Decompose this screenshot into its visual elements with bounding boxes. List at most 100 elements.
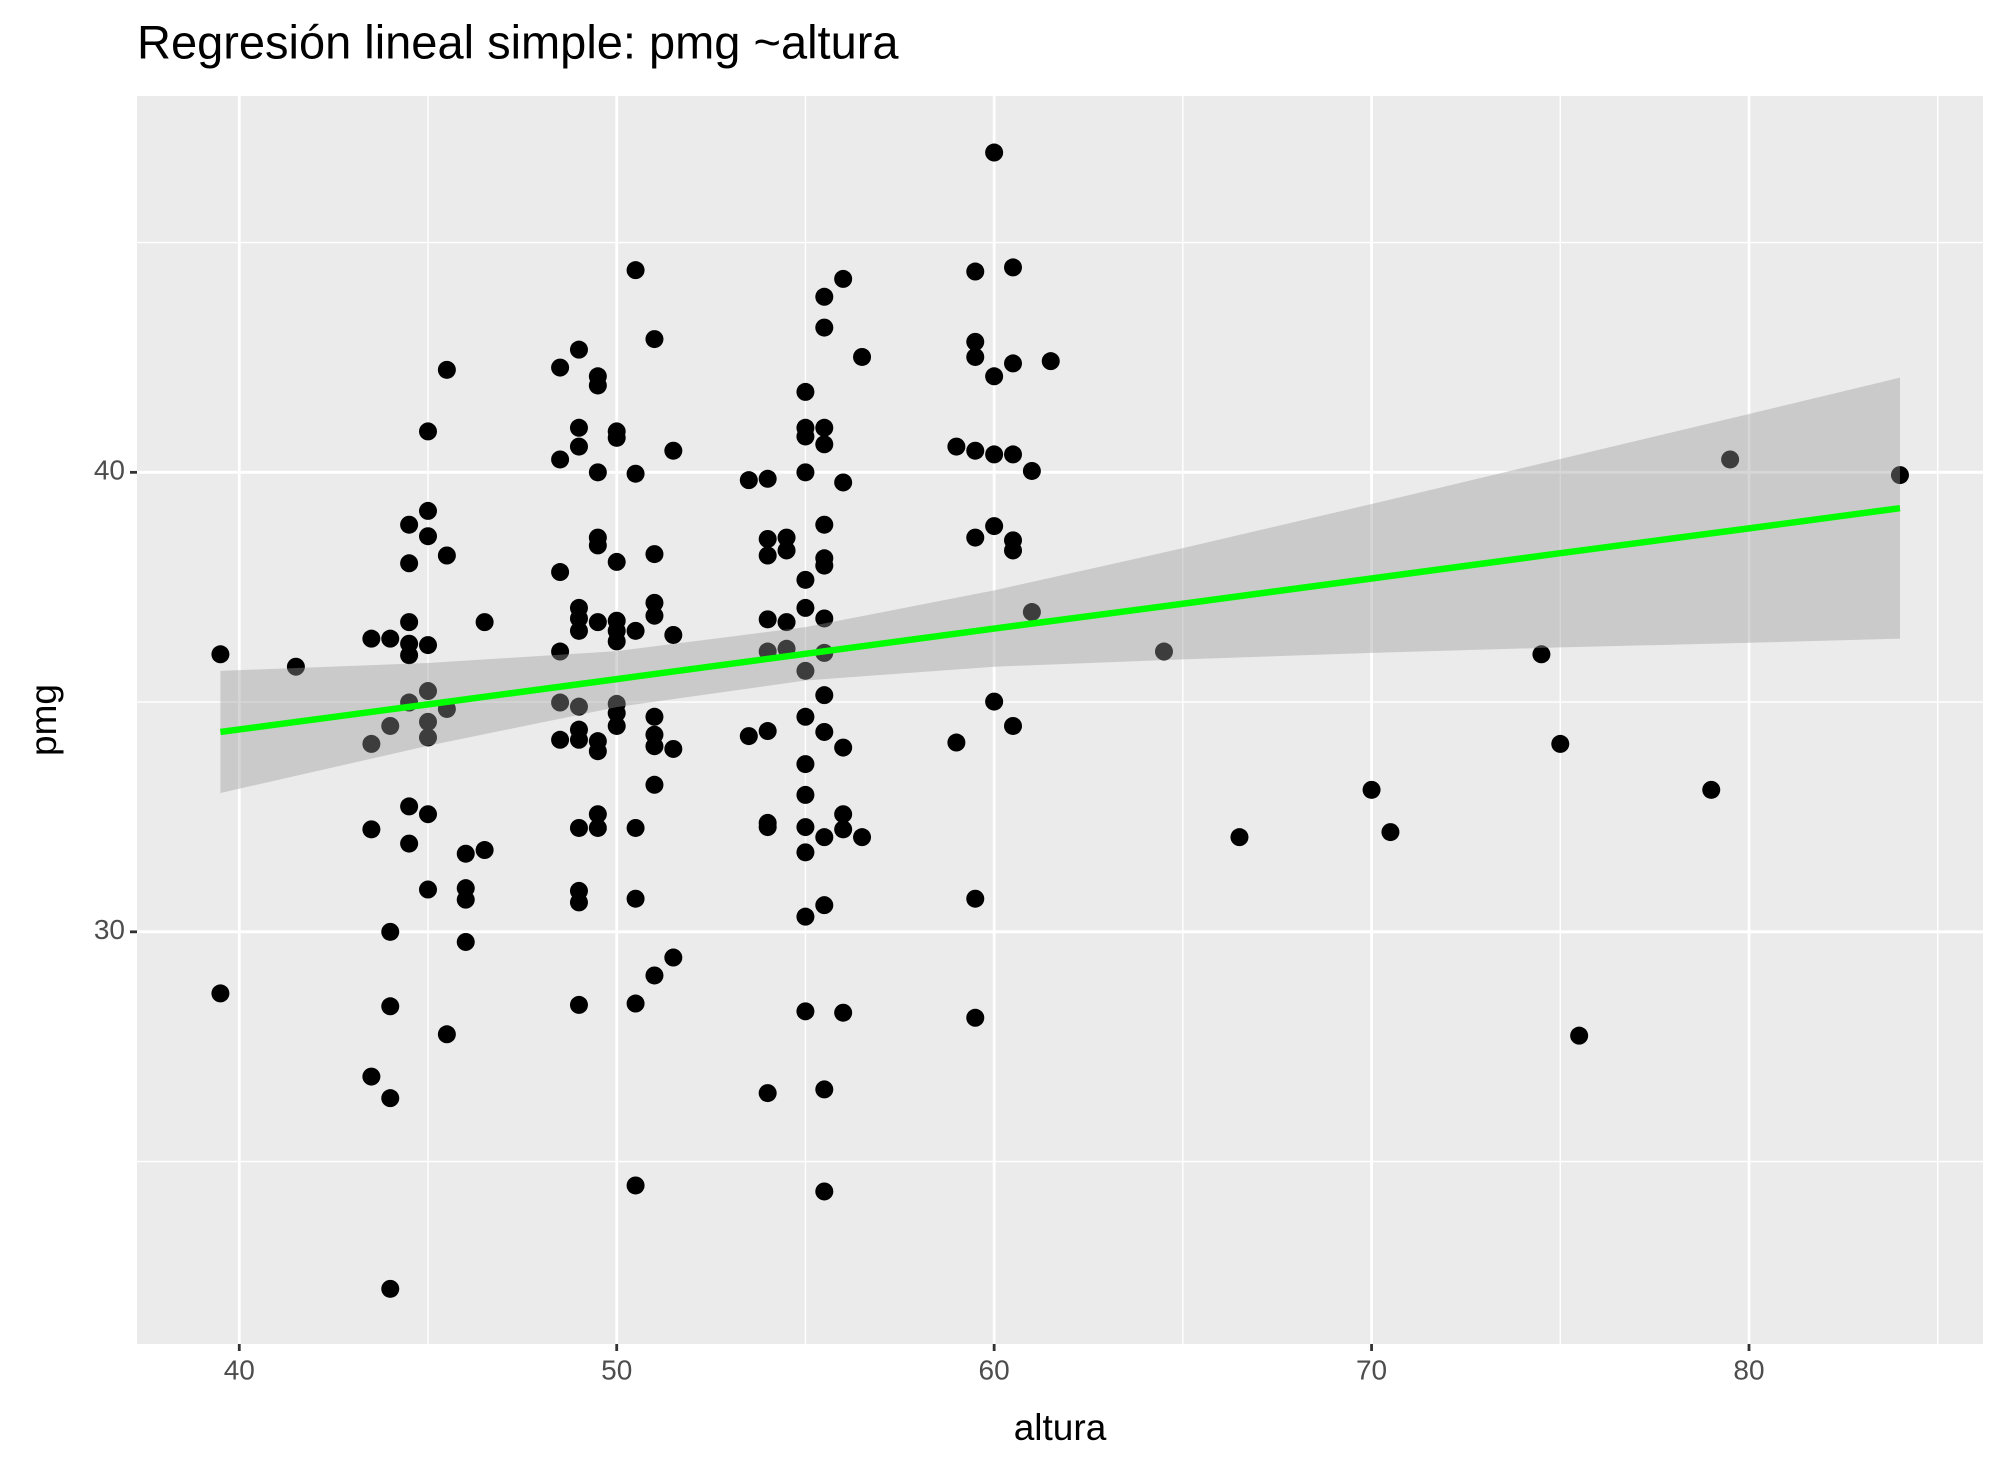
- point: [777, 541, 796, 560]
- point: [569, 697, 588, 716]
- point: [418, 682, 437, 701]
- point: [569, 621, 588, 640]
- point: [381, 997, 400, 1016]
- point: [569, 437, 588, 456]
- point: [815, 435, 834, 454]
- point: [796, 843, 815, 862]
- point: [418, 527, 437, 546]
- point: [1004, 258, 1023, 277]
- point: [758, 818, 777, 837]
- point: [569, 609, 588, 628]
- point: [1551, 734, 1570, 753]
- point: [853, 347, 872, 366]
- point: [569, 818, 588, 837]
- point: [758, 610, 777, 629]
- x-tick-label: 60: [979, 1354, 1010, 1385]
- point: [739, 727, 758, 746]
- point: [985, 445, 1004, 464]
- point: [1022, 603, 1041, 622]
- point: [645, 593, 664, 612]
- point: [607, 716, 626, 735]
- point: [381, 629, 400, 648]
- point: [645, 707, 664, 726]
- point: [607, 428, 626, 447]
- point: [796, 427, 815, 446]
- point: [437, 360, 456, 379]
- point: [834, 269, 853, 288]
- point: [418, 880, 437, 899]
- point: [211, 984, 230, 1003]
- point: [645, 966, 664, 985]
- point: [1154, 642, 1173, 661]
- point: [381, 716, 400, 735]
- point: [834, 738, 853, 757]
- point: [796, 707, 815, 726]
- point: [815, 1080, 834, 1099]
- point: [815, 318, 834, 337]
- point: [645, 606, 664, 625]
- point: [400, 515, 419, 534]
- point: [834, 1003, 853, 1022]
- point: [1702, 780, 1721, 799]
- point: [1362, 780, 1381, 799]
- point: [796, 463, 815, 482]
- y-tick-label: 40: [94, 455, 125, 486]
- point: [815, 287, 834, 306]
- point: [966, 1008, 985, 1027]
- point: [588, 463, 607, 482]
- y-tick-label: 30: [94, 914, 125, 945]
- point: [551, 693, 570, 712]
- point: [381, 1279, 400, 1298]
- point: [645, 775, 664, 794]
- point: [626, 261, 645, 280]
- point: [815, 515, 834, 534]
- point: [815, 418, 834, 437]
- point: [947, 733, 966, 752]
- point: [626, 464, 645, 483]
- point: [796, 570, 815, 589]
- y-axis-title: pmg: [23, 684, 64, 756]
- point: [664, 625, 683, 644]
- point: [569, 730, 588, 749]
- point: [985, 517, 1004, 536]
- point: [588, 742, 607, 761]
- point: [456, 890, 475, 909]
- point: [796, 382, 815, 401]
- point: [1230, 828, 1249, 847]
- point: [400, 834, 419, 853]
- point: [1570, 1026, 1589, 1045]
- point: [551, 730, 570, 749]
- point: [381, 922, 400, 941]
- point: [815, 609, 834, 628]
- point: [758, 722, 777, 741]
- point: [815, 896, 834, 915]
- point: [985, 143, 1004, 162]
- point: [796, 598, 815, 617]
- point: [758, 529, 777, 548]
- point: [418, 501, 437, 520]
- point: [437, 546, 456, 565]
- chart-title: Regresión lineal simple: pmg ~altura: [137, 15, 899, 68]
- point: [796, 907, 815, 926]
- point: [758, 546, 777, 565]
- point: [796, 755, 815, 774]
- x-axis-title: altura: [1014, 1407, 1107, 1448]
- point: [815, 686, 834, 705]
- point: [437, 1025, 456, 1044]
- point: [607, 704, 626, 723]
- x-tick-label: 40: [224, 1354, 255, 1385]
- point: [966, 332, 985, 351]
- point: [475, 613, 494, 632]
- point: [815, 828, 834, 847]
- point: [853, 828, 872, 847]
- point: [475, 841, 494, 860]
- point: [645, 330, 664, 349]
- point: [985, 692, 1004, 711]
- point: [362, 1067, 381, 1086]
- point: [645, 737, 664, 756]
- point: [1381, 823, 1400, 842]
- regression-line: [219, 504, 1901, 736]
- point: [777, 613, 796, 632]
- x-tick-label: 70: [1356, 1354, 1387, 1385]
